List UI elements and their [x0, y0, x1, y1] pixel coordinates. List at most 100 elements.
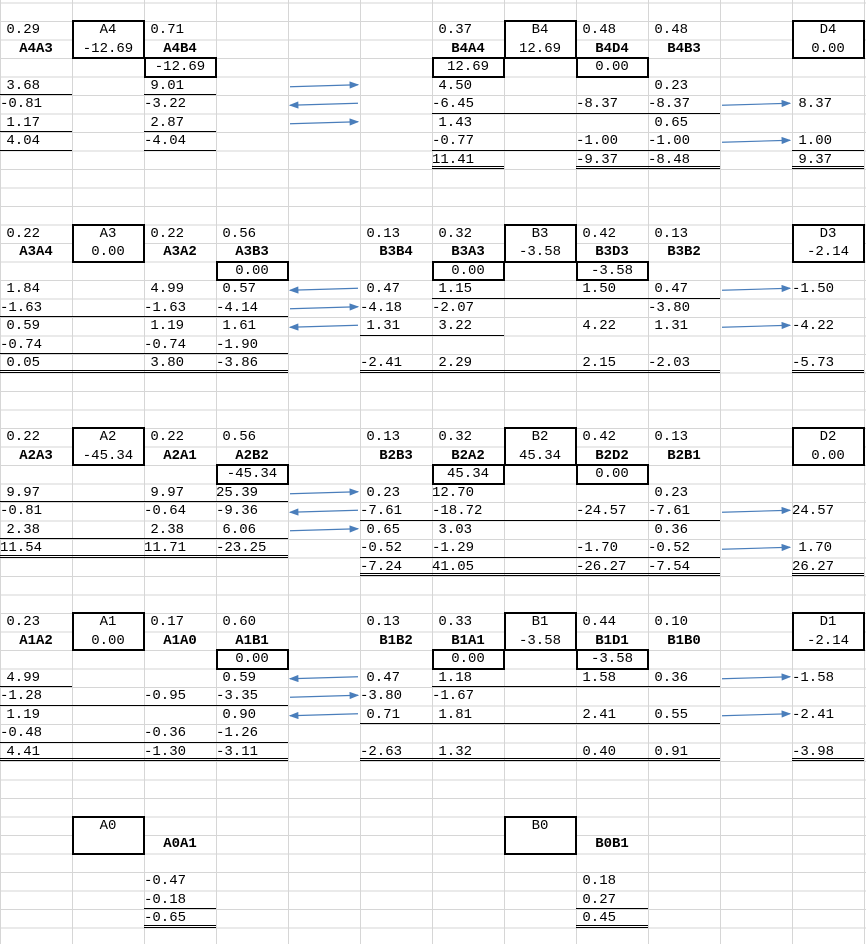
cell: -1.26	[216, 725, 259, 741]
cell: 0.33	[438, 614, 472, 630]
cell-box	[72, 223, 145, 263]
cell: 0.47	[366, 281, 400, 297]
cell: 0.71	[150, 22, 184, 38]
cell: D3	[819, 225, 837, 242]
cell: D4	[819, 22, 837, 38]
arrow	[288, 101, 359, 109]
cell-box	[504, 427, 577, 466]
cell: -1.70	[576, 540, 619, 556]
cell-box	[72, 20, 145, 59]
cell: 0.05	[6, 355, 40, 371]
cell: 0.22	[150, 429, 184, 445]
cell: -2.41	[792, 706, 835, 723]
cell: A3A2	[163, 244, 197, 260]
cell-box	[792, 223, 865, 263]
cell: 0.59	[6, 318, 40, 334]
cell: 0.23	[6, 614, 40, 630]
cell: 0.56	[222, 429, 256, 445]
cell: 9.37	[798, 151, 832, 168]
cell: 4.41	[6, 743, 40, 760]
cell: 0.27	[582, 891, 616, 908]
cell: B0	[531, 817, 549, 834]
cell: 0.55	[654, 706, 688, 723]
cell: 0.36	[654, 521, 688, 538]
cell: 41.05	[432, 558, 475, 575]
cell-border	[0, 94, 72, 95]
arrow	[721, 506, 792, 515]
cell: 0.36	[654, 669, 688, 686]
cell: -7.54	[648, 558, 691, 575]
cell: -8.48	[648, 151, 691, 168]
cell: -3.58	[518, 244, 561, 260]
cell: -0.47	[144, 873, 187, 889]
cell-border	[0, 501, 288, 502]
cell: -4.22	[792, 318, 835, 334]
cell-border	[360, 573, 720, 576]
cell: B1B0	[667, 632, 701, 649]
cell: B3D3	[595, 244, 629, 260]
cell: -1.00	[648, 133, 691, 149]
cell: A2A3	[19, 447, 53, 464]
cell: -7.61	[648, 503, 691, 519]
cell: 11.54	[0, 540, 43, 556]
arrow	[289, 691, 360, 700]
cell: -12.69	[154, 59, 206, 75]
cell: 0.42	[582, 429, 616, 445]
cell: 2.38	[6, 521, 40, 538]
cell: -0.81	[0, 503, 43, 519]
cell: B1D1	[595, 632, 629, 649]
cell: A3	[99, 225, 117, 242]
cell: B2B1	[667, 447, 701, 464]
cell: -3.11	[216, 743, 259, 760]
cell: 0.13	[366, 429, 400, 445]
cell: -2.14	[806, 632, 849, 649]
cell-border	[792, 166, 864, 169]
cell-box	[504, 815, 577, 855]
cell: 1.58	[582, 669, 616, 686]
cell-box	[144, 57, 217, 78]
arrow	[721, 710, 792, 718]
cell: -0.74	[0, 336, 43, 353]
cell: 0.45	[582, 910, 616, 926]
cell-border	[0, 316, 288, 317]
cell-box	[432, 260, 505, 281]
cell: A3B3	[235, 244, 269, 260]
arrow	[288, 711, 359, 720]
cell: -45.34	[226, 466, 278, 482]
cell: 0.00	[595, 466, 629, 482]
cell-border	[0, 369, 288, 373]
cell: 0.56	[222, 225, 256, 242]
cell-box	[504, 20, 577, 59]
cell: B2A2	[451, 447, 485, 464]
cell: -8.37	[576, 96, 619, 112]
cell: A4	[99, 22, 117, 38]
cell: B4A4	[451, 40, 485, 57]
cell: 0.23	[654, 77, 688, 94]
cell: -0.95	[144, 688, 187, 704]
cell: 1.31	[654, 318, 688, 334]
cell: 9.01	[150, 77, 184, 94]
cell-border	[792, 149, 864, 151]
cell: 0.13	[654, 225, 688, 242]
cell: -1.67	[432, 688, 475, 704]
cell: 0.40	[582, 743, 616, 760]
cell: A4A3	[19, 40, 53, 57]
cell: B4B3	[667, 40, 701, 57]
cell: -3.22	[144, 96, 187, 112]
cell-box	[504, 223, 577, 263]
cell: 0.22	[150, 225, 184, 242]
cell: 25.39	[216, 484, 259, 501]
cell: 1.70	[798, 540, 832, 556]
cell: -1.50	[792, 281, 835, 297]
cell: 0.13	[366, 225, 400, 242]
cell: -1.63	[0, 299, 43, 316]
cell-border	[144, 94, 216, 95]
cell: 9.97	[6, 484, 40, 501]
cell-border	[144, 131, 216, 132]
cell: 0.57	[222, 281, 256, 297]
cell: 0.48	[582, 22, 616, 38]
cell: 0.42	[582, 225, 616, 242]
cell: 3.68	[6, 77, 40, 94]
cell-border	[360, 369, 720, 373]
